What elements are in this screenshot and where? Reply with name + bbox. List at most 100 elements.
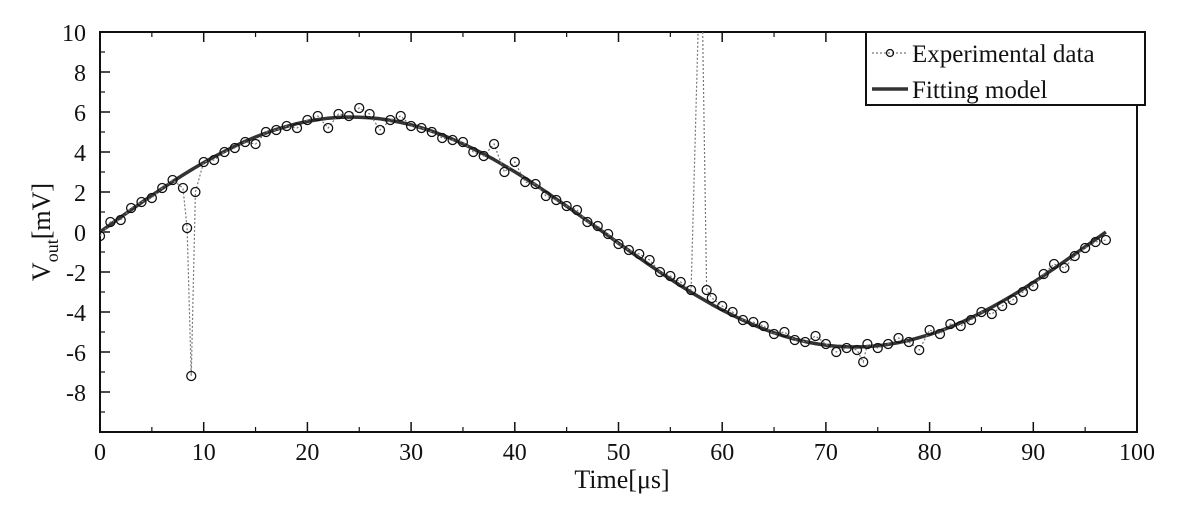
y-tick-label: 2	[74, 181, 86, 207]
data-point	[177, 182, 189, 194]
data-point	[488, 138, 500, 150]
data-point	[872, 342, 883, 354]
data-point	[333, 108, 344, 120]
data-point	[208, 154, 220, 166]
data-point	[717, 300, 728, 312]
data-point	[198, 156, 209, 168]
x-tick-label: 90	[1021, 440, 1045, 466]
data-point	[146, 192, 158, 204]
y-tick-label: -6	[66, 341, 86, 367]
data-point	[1038, 268, 1049, 280]
legend-experimental-label: Experimental data	[912, 41, 1095, 68]
experimental-data-series	[100, 18, 1112, 382]
data-point	[582, 216, 593, 228]
data-point	[800, 336, 811, 348]
legend: Experimental data Fitting model	[865, 31, 1146, 106]
fitting-model-series	[100, 115, 1107, 349]
data-point	[530, 178, 541, 190]
data-point	[416, 122, 427, 134]
x-tick-label: 30	[399, 440, 423, 466]
y-tick-label: 8	[74, 61, 86, 87]
data-point	[1007, 294, 1018, 306]
data-point	[437, 132, 448, 144]
data-point	[623, 244, 635, 256]
data-point	[478, 150, 489, 162]
data-point	[924, 324, 935, 336]
data-point	[1017, 286, 1029, 298]
data-point	[602, 228, 614, 240]
data-point	[1069, 250, 1080, 262]
data-point	[654, 266, 666, 278]
data-point	[509, 156, 520, 168]
x-tick-label: 80	[918, 440, 942, 466]
data-point	[976, 306, 987, 318]
data-point	[260, 126, 272, 138]
data-point	[190, 186, 201, 198]
data-point	[447, 134, 458, 146]
x-tick-label: 60	[710, 440, 734, 466]
data-point	[737, 314, 749, 326]
data-point	[748, 316, 759, 328]
data-point	[561, 200, 572, 212]
data-point	[841, 342, 852, 354]
data-point	[125, 202, 137, 214]
data-point	[634, 248, 645, 260]
data-point	[240, 136, 251, 148]
data-point	[157, 182, 168, 194]
data-point	[291, 122, 303, 134]
data-point	[997, 300, 1008, 312]
data-point	[302, 114, 313, 126]
data-point	[540, 190, 552, 202]
data-point	[115, 214, 126, 226]
data-point	[571, 204, 583, 216]
data-point	[385, 114, 396, 126]
data-point	[1059, 262, 1070, 274]
data-point	[665, 270, 676, 282]
data-point	[181, 222, 193, 234]
data-point	[364, 108, 375, 120]
data-point	[136, 196, 147, 208]
y-tick-label: 4	[74, 141, 86, 167]
y-tick-label: 6	[74, 101, 86, 127]
data-point	[405, 120, 417, 132]
data-point	[914, 344, 925, 356]
data-point	[281, 120, 292, 132]
data-point	[1090, 236, 1101, 248]
data-point	[520, 176, 531, 188]
data-point	[986, 308, 997, 320]
fitting-model-line	[100, 115, 1107, 349]
data-point	[322, 122, 334, 134]
data-point	[426, 126, 437, 138]
x-tick-label: 10	[192, 440, 216, 466]
data-point	[903, 336, 915, 348]
x-tick-label: 0	[94, 440, 106, 466]
data-point	[727, 306, 738, 318]
x-tick-label: 20	[295, 440, 319, 466]
legend-fitting-label: Fitting model	[912, 77, 1047, 104]
data-point	[820, 338, 832, 350]
x-tick-label: 50	[607, 440, 631, 466]
data-point	[810, 330, 821, 342]
data-point	[457, 136, 469, 148]
data-point	[945, 318, 956, 330]
data-point	[219, 146, 230, 158]
data-point	[706, 292, 717, 304]
data-point	[698, 18, 707, 27]
data-point	[229, 142, 240, 154]
data-point	[343, 110, 355, 122]
y-tick-label: 10	[62, 21, 86, 47]
data-point	[100, 230, 106, 242]
data-point	[858, 356, 869, 368]
data-point	[955, 320, 966, 332]
data-point	[468, 146, 479, 158]
x-tick-label: 70	[814, 440, 838, 466]
data-point	[354, 102, 365, 114]
data-point	[694, 18, 703, 27]
data-point	[499, 166, 510, 178]
x-tick-label: 100	[1119, 440, 1155, 466]
data-point	[374, 124, 386, 136]
data-point	[831, 346, 842, 358]
data-point	[1028, 280, 1039, 292]
y-tick-label: -2	[66, 261, 86, 287]
